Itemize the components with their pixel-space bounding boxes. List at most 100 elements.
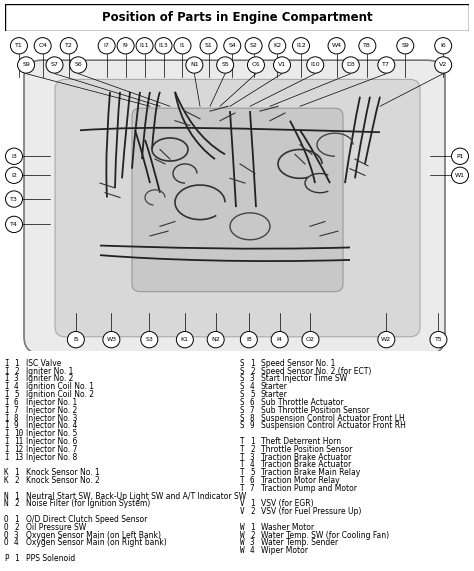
Text: N1: N1 (190, 62, 199, 67)
Text: O: O (4, 523, 9, 532)
Text: Oxygen Sensor Main (on Left Bank): Oxygen Sensor Main (on Left Bank) (26, 530, 161, 540)
Circle shape (117, 38, 134, 54)
Circle shape (342, 57, 359, 73)
Text: N: N (4, 492, 9, 501)
Text: Speed Sensor No. 2 (for ECT): Speed Sensor No. 2 (for ECT) (261, 367, 371, 376)
Text: W: W (240, 530, 245, 540)
Text: O2: O2 (306, 337, 315, 342)
Text: Speed Sensor No. 1: Speed Sensor No. 1 (261, 359, 336, 368)
Circle shape (141, 332, 158, 348)
Text: O: O (4, 515, 9, 524)
Text: V2: V2 (439, 62, 447, 67)
Text: I: I (4, 398, 9, 407)
Circle shape (207, 332, 224, 348)
Text: T4: T4 (10, 222, 18, 227)
Text: T1: T1 (15, 43, 23, 49)
Text: Injector No. 6: Injector No. 6 (26, 437, 77, 446)
Text: Injector No. 2: Injector No. 2 (26, 406, 77, 415)
Text: S9: S9 (22, 62, 30, 67)
Circle shape (307, 57, 324, 73)
Text: W2: W2 (381, 337, 392, 342)
Text: K1: K1 (181, 337, 189, 342)
Circle shape (359, 38, 376, 54)
Circle shape (176, 332, 193, 348)
Circle shape (217, 57, 234, 73)
Text: I8: I8 (246, 337, 252, 342)
Text: Traction Brake Actuator: Traction Brake Actuator (261, 453, 351, 461)
Circle shape (378, 332, 395, 348)
Circle shape (452, 148, 468, 164)
Text: Knock Sensor No. 1: Knock Sensor No. 1 (26, 468, 100, 477)
Text: Injector No. 1: Injector No. 1 (26, 398, 77, 407)
Text: Suspension Control Actuator Front LH: Suspension Control Actuator Front LH (261, 413, 405, 423)
Circle shape (34, 38, 51, 54)
Text: 2: 2 (250, 530, 255, 540)
Text: 1: 1 (250, 437, 255, 446)
Text: S: S (240, 390, 245, 399)
Text: S1: S1 (205, 43, 212, 49)
Circle shape (328, 38, 345, 54)
Text: 9: 9 (14, 421, 18, 431)
Text: 1: 1 (250, 523, 255, 532)
Text: T: T (240, 453, 245, 461)
Text: S7: S7 (51, 62, 58, 67)
Text: O4: O4 (38, 43, 47, 49)
Text: I: I (4, 429, 9, 438)
Text: 11: 11 (14, 437, 23, 446)
Text: W: W (240, 523, 245, 532)
Circle shape (60, 38, 77, 54)
Circle shape (70, 57, 87, 73)
Circle shape (10, 38, 27, 54)
Text: ISC Valve: ISC Valve (26, 359, 61, 368)
Text: 4: 4 (250, 460, 255, 469)
Text: S4: S4 (228, 43, 236, 49)
Text: 2: 2 (250, 445, 255, 454)
Text: 1: 1 (250, 500, 255, 508)
Text: S9: S9 (401, 43, 409, 49)
Text: 8: 8 (250, 413, 255, 423)
Text: I4: I4 (277, 337, 283, 342)
Text: Suspension Control Actuator Front RH: Suspension Control Actuator Front RH (261, 421, 406, 431)
Text: W: W (240, 538, 245, 548)
Text: 3: 3 (250, 538, 255, 548)
Text: T: T (240, 437, 245, 446)
Text: 8: 8 (14, 413, 18, 423)
Text: 10: 10 (14, 429, 23, 438)
Text: Theft Deterrent Horn: Theft Deterrent Horn (261, 437, 341, 446)
Text: Starter: Starter (261, 383, 288, 391)
Text: K2: K2 (273, 43, 282, 49)
Text: Oil Pressure SW: Oil Pressure SW (26, 523, 86, 532)
Text: V: V (240, 500, 245, 508)
Circle shape (174, 38, 191, 54)
Text: I: I (4, 367, 9, 376)
FancyBboxPatch shape (55, 79, 420, 337)
Text: Injector No. 7: Injector No. 7 (26, 445, 77, 454)
Text: I: I (4, 437, 9, 446)
Text: Start Injector Time SW: Start Injector Time SW (261, 375, 347, 384)
Text: N: N (4, 500, 9, 508)
Circle shape (224, 38, 241, 54)
Text: O: O (4, 538, 9, 548)
Text: I9: I9 (123, 43, 128, 49)
Circle shape (6, 148, 22, 164)
Text: Injector No. 4: Injector No. 4 (26, 421, 77, 431)
Text: O1: O1 (252, 62, 260, 67)
Text: I: I (4, 390, 9, 399)
Text: 4: 4 (14, 383, 18, 391)
Text: T8: T8 (364, 43, 371, 49)
FancyBboxPatch shape (24, 60, 445, 354)
Text: Ignition Coil No. 1: Ignition Coil No. 1 (26, 383, 94, 391)
Text: Traction Motor Relay: Traction Motor Relay (261, 476, 340, 485)
Circle shape (103, 332, 120, 348)
Text: Igniter No. 2: Igniter No. 2 (26, 375, 73, 384)
Text: Water Temp. SW (for Cooling Fan): Water Temp. SW (for Cooling Fan) (261, 530, 389, 540)
Text: Noise Filter (for Ignition System): Noise Filter (for Ignition System) (26, 500, 150, 508)
Text: N2: N2 (211, 337, 220, 342)
Circle shape (302, 332, 319, 348)
FancyBboxPatch shape (5, 4, 469, 31)
Text: I: I (4, 383, 9, 391)
Text: W: W (240, 546, 245, 555)
Text: Sub Throttle Actuator: Sub Throttle Actuator (261, 398, 344, 407)
Circle shape (6, 216, 22, 232)
Text: Neutral Start SW, Back-Up Light SW and A/T Indicator SW: Neutral Start SW, Back-Up Light SW and A… (26, 492, 246, 501)
